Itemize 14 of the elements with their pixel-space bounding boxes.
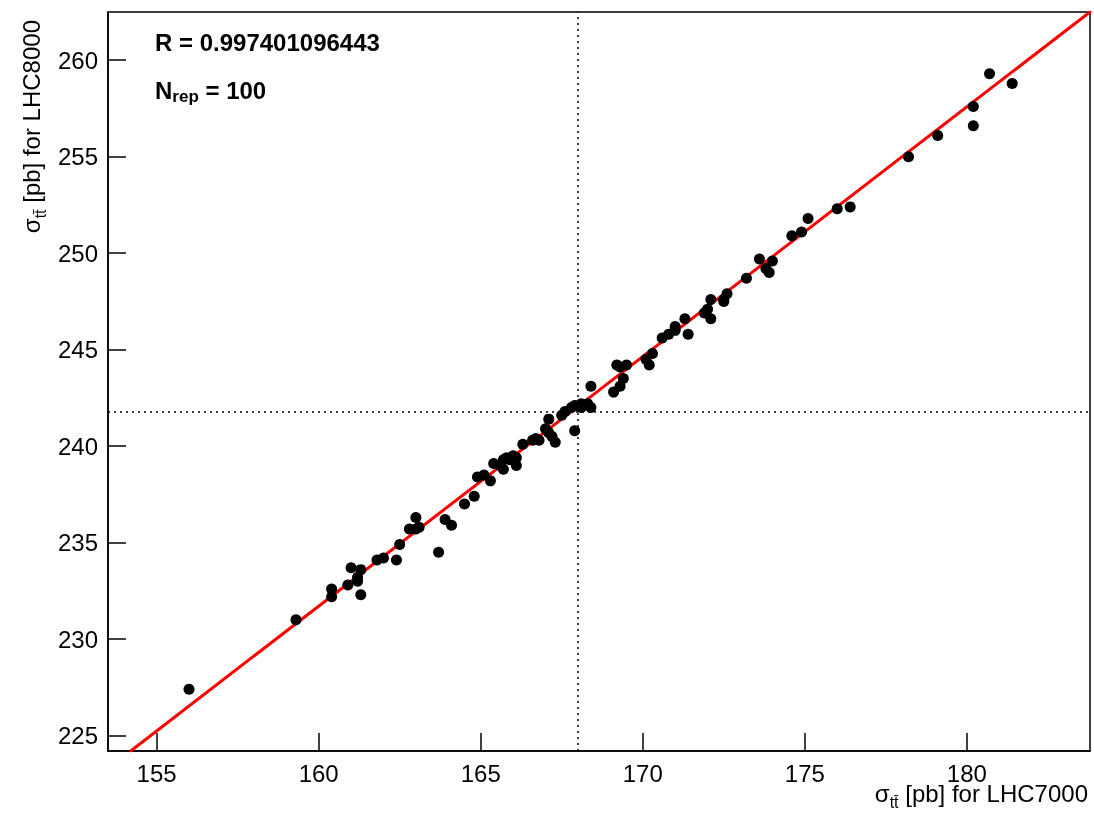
y-tick-label: 235	[57, 529, 98, 557]
x-tick-label: 155	[136, 759, 177, 787]
y-tick-label: 240	[57, 432, 98, 460]
y-tick-label: 230	[57, 625, 98, 653]
y-tick-label: 250	[57, 239, 98, 267]
x-tick-label: 175	[784, 759, 825, 787]
annotation: R = 0.997401096443	[155, 28, 380, 56]
x-tick-label: 170	[622, 759, 663, 787]
y-tick-label: 260	[57, 46, 98, 74]
y-tick-label: 245	[57, 336, 98, 364]
y-tick-label: 255	[57, 143, 98, 171]
x-tick-label: 160	[298, 759, 339, 787]
x-tick-label: 165	[460, 759, 501, 787]
y-tick-label: 225	[57, 722, 98, 750]
